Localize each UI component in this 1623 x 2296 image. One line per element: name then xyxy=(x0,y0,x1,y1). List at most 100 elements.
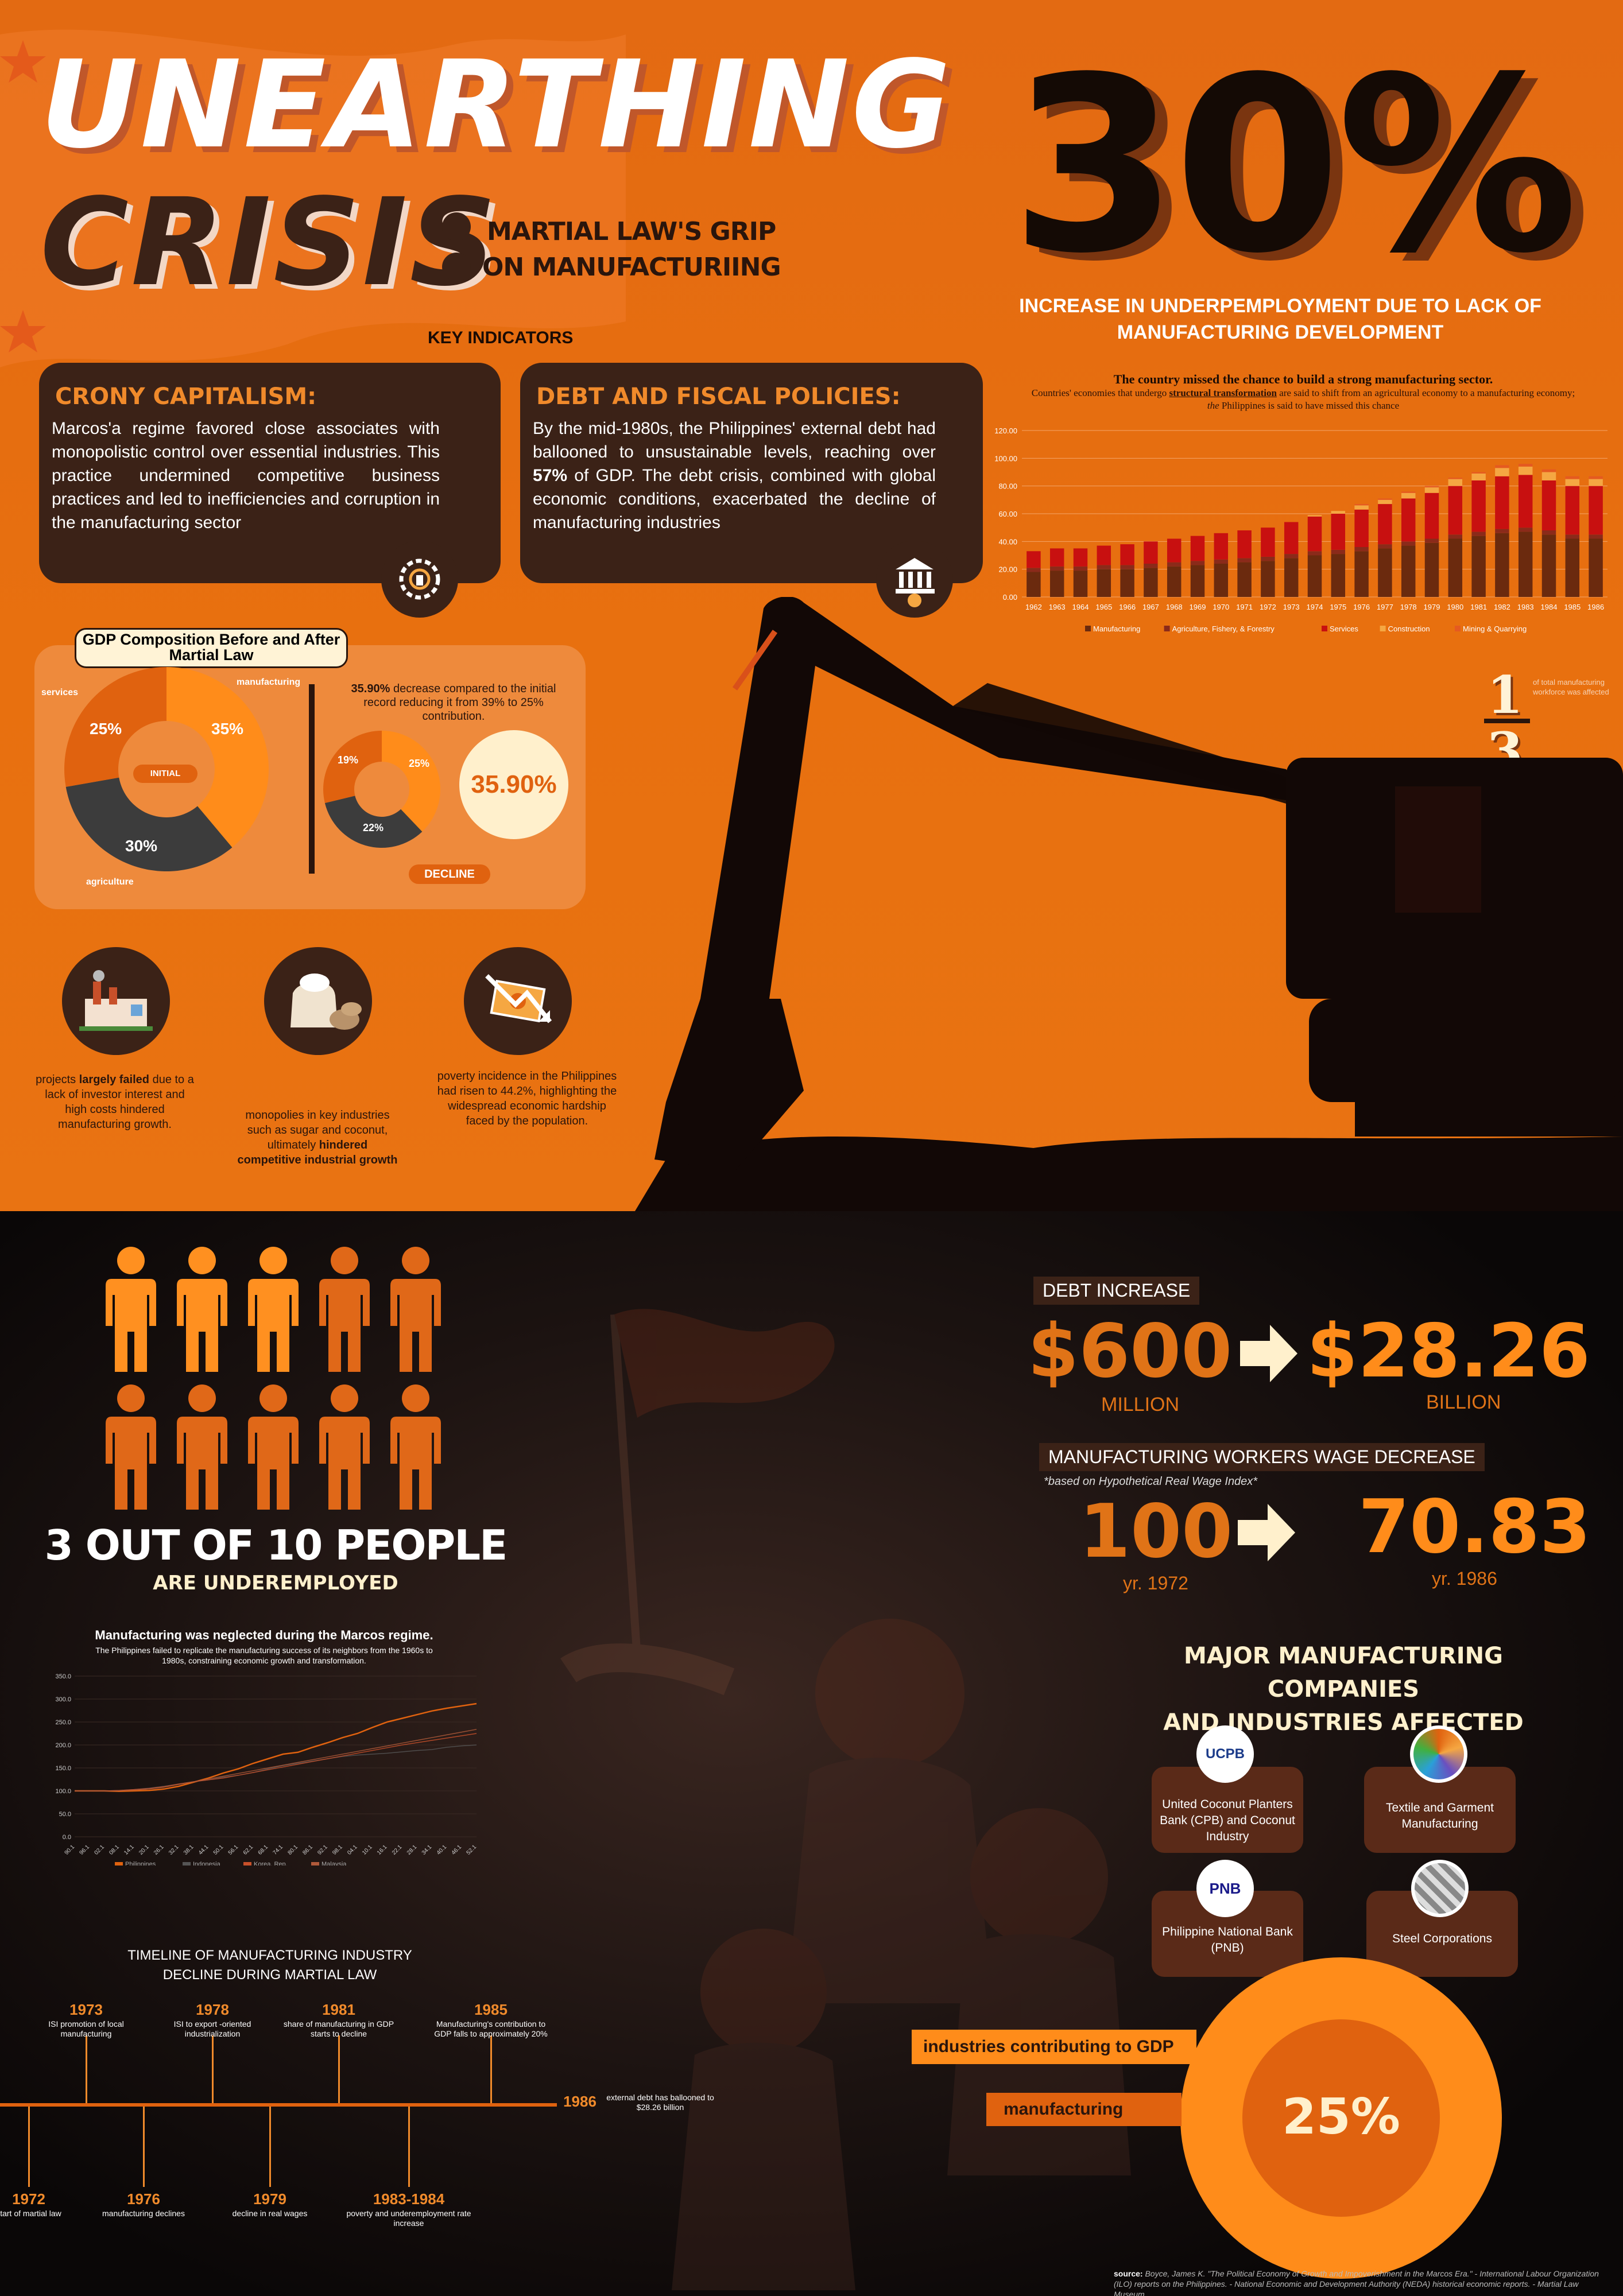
timeline-desc: start of martial law xyxy=(0,2209,61,2218)
gdp-contribution-value: 25% xyxy=(1282,2088,1400,2146)
timeline-desc: Manufacturing's contribution to GDP fall… xyxy=(434,2019,548,2038)
bar-segment xyxy=(1378,498,1392,500)
timeline-title-2: DECLINE DURING MARTIAL LAW xyxy=(162,1967,377,1983)
bar-segment xyxy=(1049,548,1064,567)
legend-swatch xyxy=(1380,626,1386,631)
x-tick-label: 96.1 xyxy=(79,1844,91,1856)
x-tick-label: 68.1 xyxy=(257,1844,270,1856)
debt-from: $600 xyxy=(1028,1309,1233,1394)
bar-segment xyxy=(1284,522,1299,554)
x-tick-label: 26.1 xyxy=(153,1844,165,1856)
company-name-steel: Steel Corporations xyxy=(1392,1932,1492,1945)
legend-swatch xyxy=(183,1862,191,1865)
x-tick-label: 02.1 xyxy=(93,1844,106,1856)
bar-segment xyxy=(1027,572,1041,597)
legend-swatch xyxy=(1455,626,1461,631)
bar-segment xyxy=(1237,530,1252,559)
person-head xyxy=(402,1247,429,1274)
timeline-tick xyxy=(408,2107,410,2187)
bar-segment xyxy=(1190,565,1205,597)
debt-increase-label: DEBT INCREASE xyxy=(1033,1277,1200,1305)
bar-segment xyxy=(1401,545,1416,597)
legend-swatch xyxy=(1085,626,1091,631)
bar-segment xyxy=(1190,561,1205,565)
line-chart-header: Manufacturing was neglected during the M… xyxy=(57,1628,471,1666)
sectors-chart-subtitle: Countries' economies that undergo struct… xyxy=(993,387,1613,412)
crony-title: CRONY CAPITALISM: xyxy=(55,383,317,410)
bar-segment xyxy=(1049,566,1064,571)
bar-segment xyxy=(1214,564,1229,597)
debt-to: $28.26 xyxy=(1307,1309,1590,1394)
person-icon xyxy=(390,1384,441,1510)
steel-logo xyxy=(1411,1860,1469,1917)
legend-label: Services xyxy=(1330,625,1358,633)
timeline-tick xyxy=(28,2107,30,2187)
timeline-tick xyxy=(338,2035,340,2103)
x-tick-label: 04.1 xyxy=(346,1844,359,1856)
person-icon xyxy=(319,1384,370,1510)
timeline-desc: poverty and underemployment rate increas… xyxy=(346,2209,471,2228)
timeline-tick xyxy=(86,2035,87,2103)
sugar-sack-icon xyxy=(264,947,372,1055)
initial-manufacturing-value: 35% xyxy=(211,720,244,738)
initial-badge: INITIAL xyxy=(133,765,197,783)
pnb-logo: PNB xyxy=(1196,1860,1254,1917)
bar-segment xyxy=(1331,554,1346,597)
bar-segment xyxy=(1401,491,1416,493)
bar-segment xyxy=(1424,487,1439,493)
timeline-desc: decline in real wages xyxy=(232,2209,308,2218)
bar-segment xyxy=(1167,562,1182,567)
manufacturing-line-chart: 0.0 50.0 100.0 150.0 200.0 250.0 300.0 350.0 90.… xyxy=(55,1673,478,1865)
x-tick-label: 1984 xyxy=(1541,603,1558,611)
sub-b: are said to shift from an agricultural e… xyxy=(1276,387,1575,398)
bar-segment xyxy=(1261,528,1275,557)
decline-manufacturing-value: 25% xyxy=(409,758,430,769)
people-headline: 3 OUT OF 10 PEOPLE xyxy=(44,1521,508,1569)
bar-segment xyxy=(1331,511,1346,514)
y-tick-label: 350.0 xyxy=(55,1673,71,1680)
x-tick-label: 46.1 xyxy=(451,1844,463,1856)
y-tick-label: 50.0 xyxy=(59,1811,71,1818)
bar-segment xyxy=(1518,475,1533,528)
legend-label: Construction xyxy=(1388,625,1430,633)
y-tick-label: 150.0 xyxy=(55,1765,71,1772)
x-tick-label: 1964 xyxy=(1072,603,1089,611)
person-body xyxy=(319,1279,370,1372)
sub-link: structural transformation xyxy=(1169,387,1277,398)
fraction-bar xyxy=(1484,719,1530,723)
sub-em: the xyxy=(1207,400,1219,411)
indicator-text-1: projects largely failed due to a lack of… xyxy=(34,1072,195,1132)
source-label: source: xyxy=(1114,2269,1143,2278)
timeline-desc: manufacturing declines xyxy=(102,2209,185,2218)
bar-segment xyxy=(1261,561,1275,597)
bar-segment xyxy=(1237,558,1252,563)
wage-from: 100 xyxy=(1079,1489,1233,1574)
wage-note: *based on Hypothetical Real Wage Index* xyxy=(1044,1475,1258,1488)
bar-segment xyxy=(1424,538,1439,543)
hero-caption: INCREASE IN UNDERPEMPLOYMENT DUE TO LACK… xyxy=(976,293,1585,346)
debt-text: By the mid-1980s, the Philippines' exter… xyxy=(533,417,936,534)
y-tick-label: 250.0 xyxy=(55,1719,71,1726)
debt-text-a: By the mid-1980s, the Philippines' exter… xyxy=(533,419,936,461)
timeline-year: 1973 xyxy=(69,2001,103,2018)
bar-segment xyxy=(1073,566,1088,571)
bar-segment xyxy=(1448,478,1463,479)
timeline-year: 1976 xyxy=(127,2190,160,2208)
key-indicators-heading: KEY INDICATORS xyxy=(428,328,574,347)
bar-segment xyxy=(1097,569,1111,597)
person-icon xyxy=(177,1247,227,1372)
excavator-silhouette xyxy=(635,597,1623,1211)
bar-segment xyxy=(1120,544,1134,565)
timeline-end-desc: external debt has ballooned to $28.26 bi… xyxy=(606,2093,714,2112)
legend-swatch xyxy=(1164,626,1170,631)
x-tick-label: 28.1 xyxy=(406,1844,419,1856)
timeline-desc: ISI promotion of local manufacturing xyxy=(48,2019,124,2038)
legend-label: Mining & Quarrying xyxy=(1463,625,1527,633)
bar-segment xyxy=(1214,533,1229,560)
y-tick-label: 0.00 xyxy=(1003,593,1017,602)
legend-label: Philippines xyxy=(125,1861,156,1865)
bar-segment xyxy=(1144,568,1158,597)
y-tick-label: 120.00 xyxy=(994,426,1017,435)
bar-segment xyxy=(1307,551,1322,556)
person-body xyxy=(106,1417,156,1510)
